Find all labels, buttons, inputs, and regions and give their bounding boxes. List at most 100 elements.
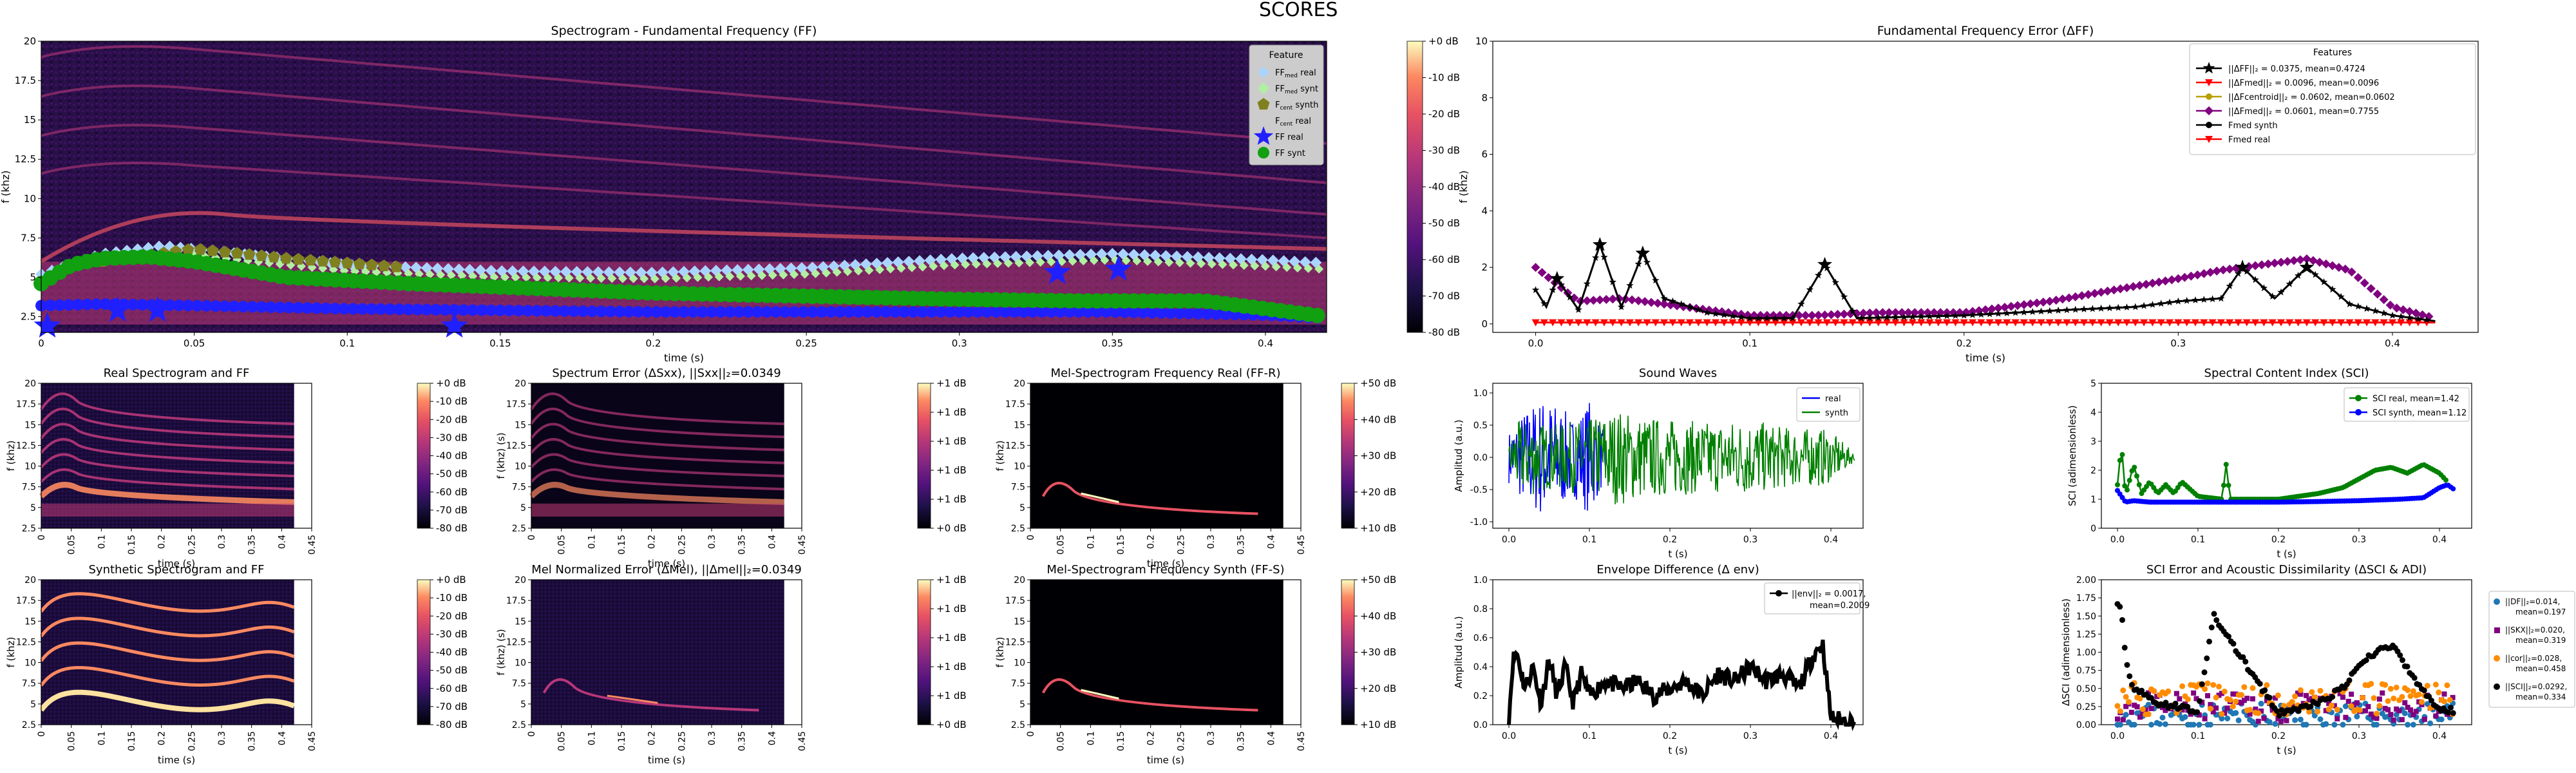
dfmed-marker: [1643, 319, 1651, 327]
scatter-point-df: [2427, 720, 2434, 727]
scatter-point-sci: [2194, 709, 2201, 715]
ff-real-marker: [136, 299, 148, 311]
y-tick-label: 2: [1481, 262, 1488, 273]
x-tick-label: 0.15: [617, 535, 627, 555]
x-axis-label: time (s): [1965, 352, 2005, 364]
legend-marker: [2494, 655, 2500, 662]
plot-frame: [531, 579, 802, 725]
legend-label: ||ΔFmed||₂ = 0.0601, mean=0.7755: [2228, 107, 2379, 117]
ff-real-marker: [981, 306, 993, 318]
x-tick-label: 0.2: [1663, 535, 1677, 545]
dff-marker: [2106, 304, 2114, 312]
ffmed-synth-marker: [864, 265, 874, 275]
ff-real-marker: [1119, 306, 1131, 318]
scatter-point-cor: [2317, 687, 2324, 694]
ff-real-marker: [1036, 306, 1048, 318]
plot-frame: [1492, 41, 2479, 333]
series-line-env: [1507, 639, 1857, 732]
dfmed-purple-marker: [1634, 296, 1643, 305]
ff-real-marker: [1146, 307, 1159, 319]
heatmap-harmonic: [40, 438, 294, 464]
dfmed-marker: [2020, 319, 2028, 327]
x-tick-label: 0.45: [307, 535, 317, 555]
dfmed-marker: [1977, 319, 1985, 327]
scatter-point-skx: [2174, 691, 2179, 696]
scatter-point-df: [2405, 721, 2411, 728]
colorbar-label: -20 dB: [1428, 108, 1460, 120]
dff-marker: [2037, 307, 2045, 315]
ffmed-synth-marker: [939, 261, 949, 271]
scatter-point-skx: [2365, 703, 2371, 709]
chart-title: Spectrum Error (ΔSxx), ||Sxx||₂=0.0349: [552, 367, 781, 380]
colorbar-label: +1 dB: [936, 464, 967, 476]
y-tick-label: 4: [2090, 408, 2096, 418]
ff-real-star: [144, 296, 171, 322]
x-tick-label: 0.4: [277, 535, 287, 549]
dff-marker: [2277, 288, 2285, 296]
legend-label: synth: [1825, 408, 1848, 418]
chart-mel_synth: Mel-Spectrogram Frequency Synth (FF-S) 0 0…: [994, 563, 1396, 766]
x-tick-label: 0.35: [1102, 338, 1123, 349]
dfmed-marker: [1985, 319, 1994, 327]
heatmap-harmonic: [39, 641, 295, 662]
scatter-point-skx: [2340, 694, 2345, 700]
colorbar-label: -30 dB: [1428, 145, 1460, 157]
dff-peak-marker: [1635, 245, 1651, 260]
dfmed-purple-marker: [2096, 287, 2106, 297]
scatter-point-skx: [2255, 718, 2261, 724]
y-tick-label: 10: [515, 462, 526, 472]
dfmed-marker: [2054, 319, 2063, 327]
ffmed-synth-marker: [929, 262, 938, 271]
y-tick-label: 20: [24, 35, 36, 47]
scatter-point-sci: [2230, 640, 2237, 647]
x-tick-label: 0.2: [2271, 535, 2286, 545]
dff-marker: [2371, 307, 2380, 314]
y-tick-label: 2: [2090, 466, 2096, 476]
dff-marker: [2354, 302, 2362, 310]
dfmed-marker: [2286, 319, 2294, 327]
legend-marker-ff-real: [1253, 126, 1274, 145]
chart-title: Synthetic Spectrogram and FF: [88, 563, 264, 577]
dff-peak-marker: [1592, 237, 1607, 251]
harmonic-band: [41, 124, 1327, 216]
dff-marker: [2329, 285, 2336, 293]
dfmed-purple-marker: [1917, 308, 1926, 318]
dff-marker: [1994, 309, 2002, 317]
scatter-point-skx: [2120, 717, 2126, 723]
scatter-point-df: [2292, 717, 2298, 723]
figure-title: SCORES: [1259, 0, 1338, 21]
legend-sound: real synth: [1796, 387, 1861, 422]
legend-marker: [2205, 79, 2213, 86]
dfmed-marker: [2200, 319, 2208, 327]
y-axis-label: Amplitud (a.u.): [1453, 419, 1464, 491]
scatter-point-skx: [2163, 707, 2168, 713]
ff-synth-markers: [33, 249, 1325, 323]
ff-real-marker: [1210, 308, 1222, 320]
x-tick-label: 0.4: [1266, 731, 1276, 745]
dfmed-marker: [2405, 319, 2414, 327]
ff-real-marker: [595, 305, 607, 318]
x-tick-label: 0: [37, 731, 47, 737]
y-tick-label: 7.5: [512, 679, 526, 689]
dff-peak-marker: [1549, 271, 1565, 285]
ffmed-synth-marker: [1014, 258, 1024, 268]
scatter-point-skx: [2351, 702, 2357, 708]
plot-frame: [1492, 383, 1864, 529]
scatter-point-skx: [2368, 711, 2374, 717]
fcent-synth-marker: [194, 243, 207, 255]
scatter-point-skx: [2399, 717, 2405, 723]
ff-real-marker: [715, 306, 727, 318]
legend-marker-fcent-synth: [1257, 98, 1270, 110]
scatter-point-df: [2224, 715, 2231, 721]
y-tick-label: 2.5: [512, 720, 526, 730]
ffmed-synth-marker: [971, 260, 981, 269]
dfmed-purple-marker: [2025, 299, 2035, 309]
dfmed-purple-marker: [2058, 294, 2067, 304]
ffmed-synth-marker: [993, 259, 1003, 269]
dff-marker: [1909, 312, 1917, 320]
scatter-point-skx: [2385, 707, 2391, 712]
dff-marker: [2200, 296, 2208, 303]
colorbar-label: -80 dB: [1428, 327, 1460, 338]
dfmed-purple-marker: [2385, 300, 2395, 310]
